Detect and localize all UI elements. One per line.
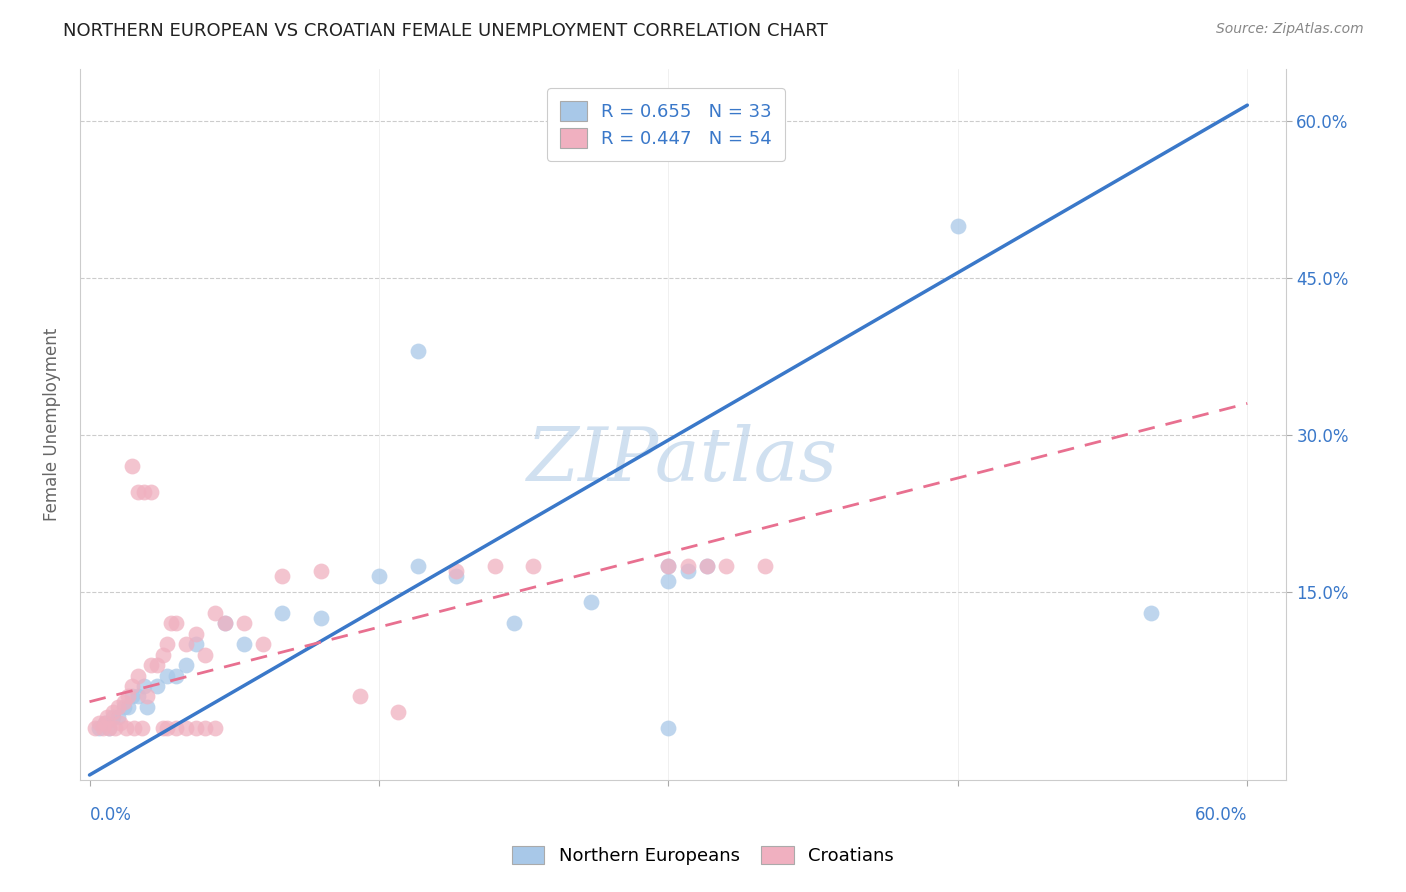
Point: [122, 721, 145, 735]
Y-axis label: Female Unemployment: Female Unemployment: [44, 327, 60, 521]
Point: [716, 558, 738, 573]
Point: [676, 564, 699, 578]
Point: [89, 721, 111, 735]
Point: [132, 679, 155, 693]
Point: [91, 721, 114, 735]
Point: [132, 485, 155, 500]
Point: [131, 721, 153, 735]
Point: [121, 679, 143, 693]
Point: [174, 658, 197, 673]
Point: [696, 558, 718, 573]
Point: [97, 721, 120, 735]
Point: [96, 710, 118, 724]
Point: [97, 721, 120, 735]
Point: [127, 690, 149, 704]
Point: [406, 558, 429, 573]
Point: [165, 721, 187, 735]
Point: [194, 648, 217, 662]
Point: [271, 606, 294, 620]
Point: [156, 668, 179, 682]
Point: [121, 690, 143, 704]
Point: [946, 219, 969, 233]
Point: [117, 700, 139, 714]
Legend: R = 0.655   N = 33, R = 0.447   N = 54: R = 0.655 N = 33, R = 0.447 N = 54: [547, 88, 785, 161]
Point: [104, 721, 127, 735]
Point: [232, 637, 254, 651]
Point: [110, 715, 132, 730]
Point: [174, 637, 197, 651]
Text: ZIPatlas: ZIPatlas: [527, 424, 838, 496]
Point: [503, 616, 526, 631]
Point: [165, 616, 187, 631]
Point: [107, 700, 129, 714]
Point: [117, 690, 139, 704]
Point: [141, 658, 163, 673]
Point: [271, 569, 294, 583]
Point: [657, 558, 679, 573]
Point: [184, 721, 207, 735]
Point: [194, 721, 217, 735]
Point: [101, 710, 124, 724]
Point: [165, 668, 187, 682]
Point: [676, 558, 699, 573]
Point: [309, 611, 332, 625]
Text: 0.0%: 0.0%: [90, 806, 131, 824]
Point: [152, 721, 174, 735]
Point: [204, 721, 226, 735]
Point: [214, 616, 236, 631]
Point: [309, 564, 332, 578]
Point: [232, 616, 254, 631]
Point: [84, 721, 107, 735]
Point: [152, 648, 174, 662]
Point: [156, 637, 179, 651]
Point: [136, 700, 159, 714]
Point: [146, 658, 169, 673]
Point: [214, 616, 236, 631]
Point: [107, 710, 129, 724]
Point: [94, 715, 117, 730]
Point: [184, 637, 207, 651]
Point: [127, 668, 149, 682]
Point: [112, 700, 135, 714]
Point: [204, 606, 226, 620]
Point: [522, 558, 544, 573]
Point: [657, 721, 679, 735]
Point: [657, 558, 679, 573]
Point: [89, 715, 111, 730]
Point: [112, 695, 135, 709]
Point: [444, 569, 467, 583]
Point: [252, 637, 274, 651]
Point: [1140, 606, 1163, 620]
Point: [94, 715, 117, 730]
Point: [657, 574, 679, 589]
Point: [101, 705, 124, 719]
Point: [754, 558, 776, 573]
Point: [581, 595, 603, 609]
Point: [387, 705, 409, 719]
Point: [136, 690, 159, 704]
Point: [184, 626, 207, 640]
Point: [444, 564, 467, 578]
Point: [696, 558, 718, 573]
Point: [115, 721, 138, 735]
Point: [159, 616, 181, 631]
Point: [368, 569, 391, 583]
Point: [406, 344, 429, 359]
Point: [146, 679, 169, 693]
Point: [349, 690, 371, 704]
Point: [156, 721, 179, 735]
Text: Source: ZipAtlas.com: Source: ZipAtlas.com: [1216, 22, 1364, 37]
Legend: Northern Europeans, Croatians: Northern Europeans, Croatians: [503, 837, 903, 874]
Point: [121, 459, 143, 474]
Text: NORTHERN EUROPEAN VS CROATIAN FEMALE UNEMPLOYMENT CORRELATION CHART: NORTHERN EUROPEAN VS CROATIAN FEMALE UNE…: [63, 22, 828, 40]
Point: [174, 721, 197, 735]
Point: [141, 485, 163, 500]
Text: 60.0%: 60.0%: [1195, 806, 1247, 824]
Point: [127, 485, 149, 500]
Point: [484, 558, 506, 573]
